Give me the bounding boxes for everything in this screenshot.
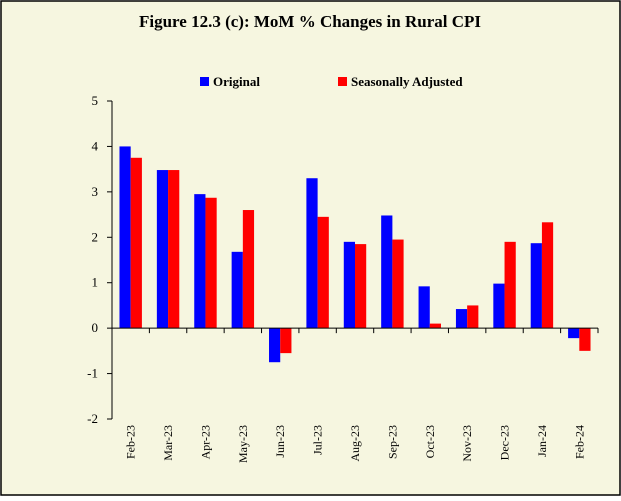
y-tick-label: 3 [92, 184, 99, 199]
bar [467, 305, 479, 329]
y-tick-label: 0 [92, 320, 99, 335]
bar [343, 241, 355, 329]
legend-swatch [338, 77, 347, 86]
bar [119, 146, 131, 329]
bar [579, 328, 591, 351]
x-tick-label: Jun-23 [273, 425, 287, 458]
y-tick-label: 5 [92, 93, 99, 108]
bar [429, 323, 441, 329]
bar [130, 157, 142, 329]
x-tick-label: Jul-23 [311, 425, 325, 455]
y-tick-label: 1 [92, 275, 99, 290]
bar [280, 328, 292, 354]
legend-swatch [200, 77, 209, 86]
x-tick-label: Oct-23 [423, 425, 437, 458]
y-tick-label: -1 [87, 366, 98, 381]
x-tick-label: Dec-23 [498, 425, 512, 460]
bar [242, 210, 255, 329]
bar [194, 194, 206, 329]
bar [317, 216, 329, 329]
bar [205, 197, 217, 329]
bar [156, 170, 169, 329]
bar [418, 286, 430, 329]
x-tick-label: Feb-23 [124, 425, 138, 459]
bar [381, 215, 393, 329]
y-tick-label: 2 [92, 229, 99, 244]
y-tick-label: 4 [92, 138, 99, 153]
bar [355, 244, 367, 329]
bar [568, 328, 580, 339]
chart-title: Figure 12.3 (c): MoM % Changes in Rural … [139, 12, 481, 31]
x-tick-label: Apr-23 [198, 425, 212, 459]
x-tick-label: May-23 [236, 425, 250, 463]
bar [306, 178, 318, 329]
bar [541, 222, 554, 329]
bar [530, 243, 542, 329]
bar [455, 309, 468, 329]
bar [504, 241, 516, 329]
x-tick-label: Nov-23 [460, 425, 474, 462]
y-tick-label: -2 [87, 411, 98, 426]
bar [493, 283, 505, 329]
bar [392, 239, 404, 329]
legend-label: Original [213, 74, 260, 89]
bar [269, 328, 281, 363]
legend-label: Seasonally Adjusted [351, 74, 463, 89]
bar [168, 170, 180, 329]
x-tick-label: Mar-23 [161, 425, 175, 461]
x-tick-label: Feb-24 [572, 425, 586, 459]
x-tick-label: Jan-24 [535, 425, 549, 457]
x-tick-label: Aug-23 [348, 425, 362, 462]
x-tick-label: Sep-23 [385, 425, 399, 459]
bar [231, 251, 243, 329]
